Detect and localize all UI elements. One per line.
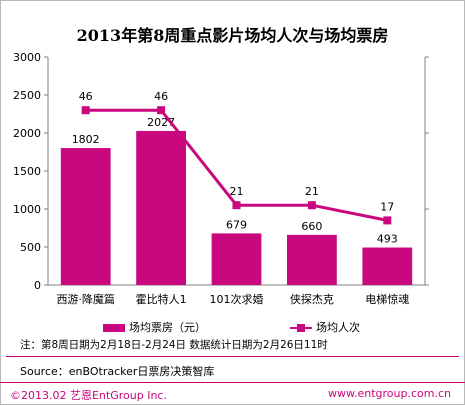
bar-value-label: 660 [301, 220, 322, 233]
x-tick-label: 侠探杰克 [290, 293, 334, 306]
website-link[interactable]: www.entgroup.com.cn [328, 387, 451, 400]
y-left-tick-label: 3000 [13, 51, 41, 64]
line-marker [232, 201, 241, 210]
line-value-label: 17 [380, 200, 394, 213]
x-tick-label: 101次求婚 [210, 292, 264, 306]
line-marker [157, 106, 166, 115]
bar [211, 233, 262, 285]
y-left-tick-label: 2500 [13, 89, 41, 102]
separator [6, 356, 459, 357]
line-marker [81, 106, 90, 115]
x-tick-label: 电梯惊魂 [365, 292, 409, 306]
bar [362, 247, 413, 285]
bar [136, 130, 186, 285]
x-tick-label: 霍比特人1 [136, 292, 187, 306]
bar [60, 148, 111, 285]
line-value-label: 21 [305, 185, 319, 198]
legend-item-bar: 场均票房（元） [103, 319, 206, 335]
x-tick-label: 西游·降魔篇 [56, 292, 115, 306]
line-value-label: 46 [79, 90, 93, 103]
copyright-text: ©2013.02 艺恩EntGroup Inc. [10, 389, 167, 402]
y-left-tick-label: 1500 [13, 165, 41, 178]
chart-note: 注：第8周日期为2月18日-2月24日 数据统计日期为2月26日11时 [20, 339, 328, 351]
y-left-tick-label: 2000 [13, 127, 41, 140]
y-left-tick-label: 1000 [13, 203, 41, 216]
bar-value-label: 493 [377, 233, 398, 246]
legend-line-label: 场均人次 [316, 321, 360, 334]
bar-value-label: 679 [226, 218, 247, 231]
line-value-label: 46 [154, 90, 168, 103]
chart-title: 2013年第8周重点影片场均人次与场均票房 [76, 26, 389, 45]
legend-line-swatch [290, 324, 312, 332]
legend-bar-label: 场均票房（元） [129, 321, 206, 334]
line-marker [383, 216, 392, 225]
source-text: Source：enBOtracker日票房决策智库 [20, 365, 215, 378]
legend-bar-swatch [103, 324, 125, 332]
line-value-label: 21 [230, 185, 244, 198]
footer-separator [0, 382, 465, 383]
line-marker [307, 201, 316, 210]
y-left-tick-label: 500 [20, 241, 41, 254]
bar [287, 234, 337, 285]
legend-item-line: 场均人次 [290, 319, 360, 335]
y-left-tick-label: 0 [34, 279, 41, 292]
bar-value-label: 1802 [72, 133, 100, 146]
